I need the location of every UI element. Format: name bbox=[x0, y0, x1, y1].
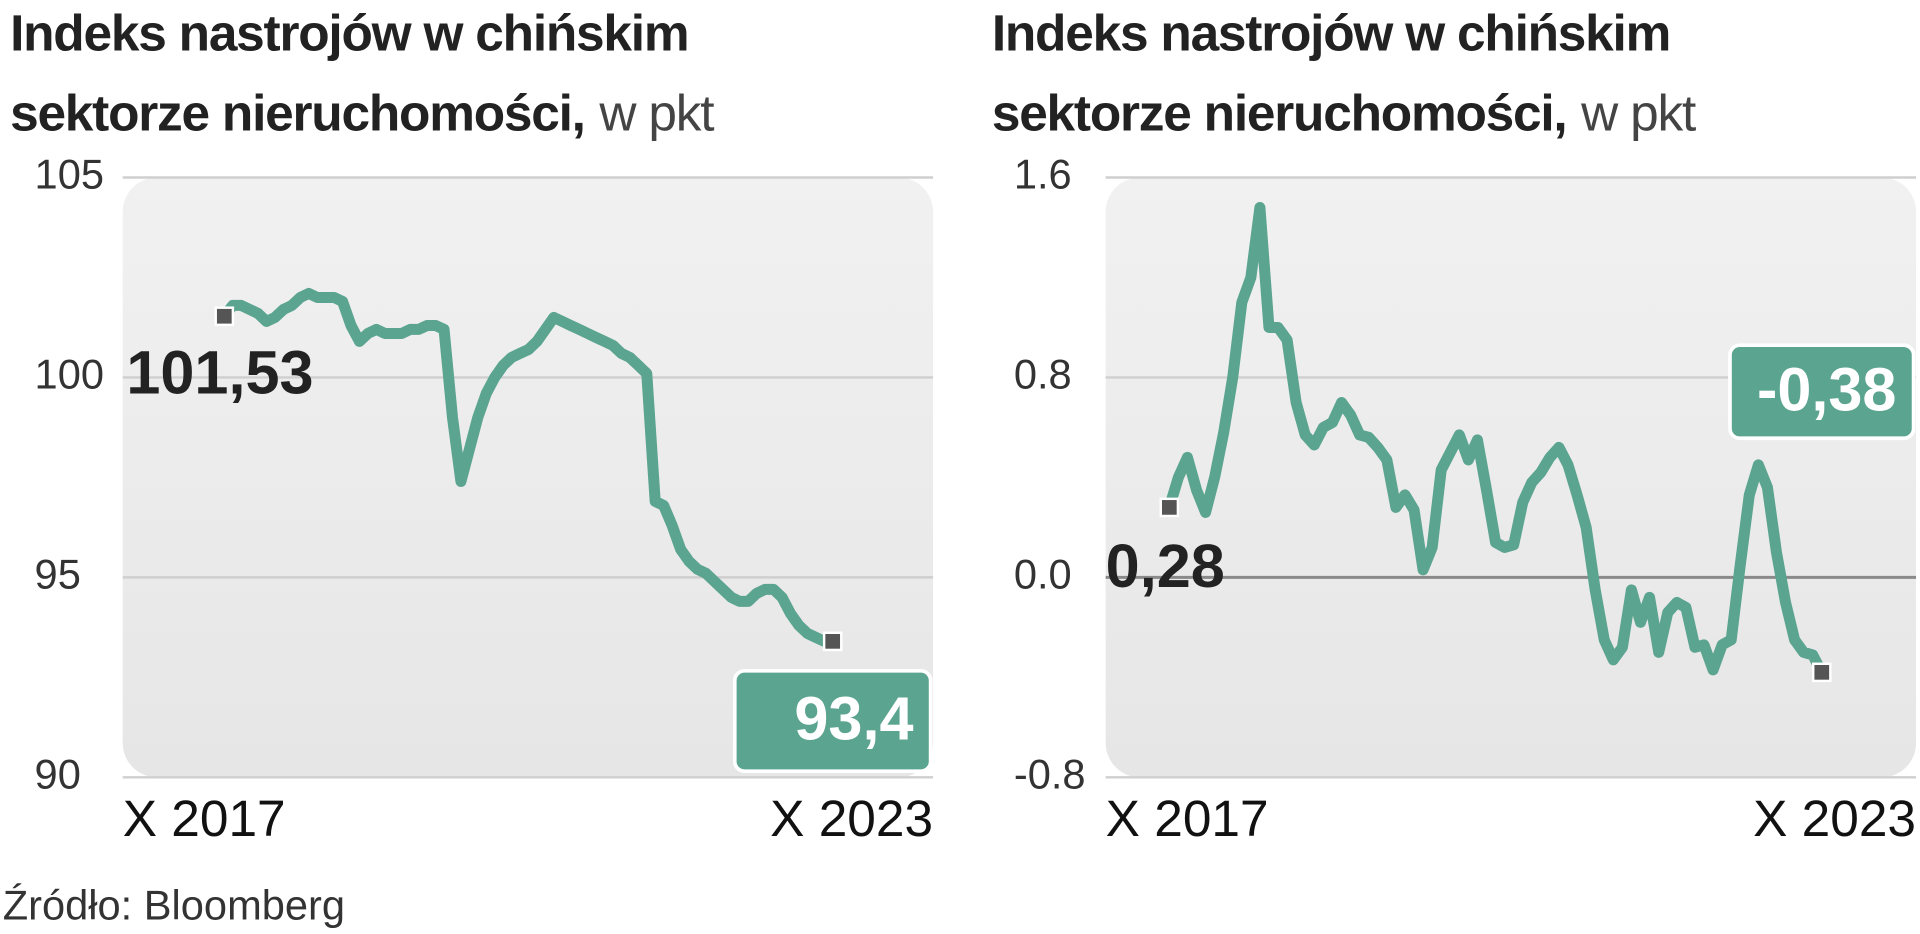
chart-title: sektorze nieruchomości, w pkt bbox=[992, 83, 1696, 141]
y-tick-label: 90 bbox=[35, 750, 81, 797]
value-label-box bbox=[732, 668, 933, 774]
value-label: -0,38 bbox=[1757, 355, 1896, 423]
value-label: 93,4 bbox=[794, 685, 913, 753]
chart-title: sektorze nieruchomości, w pkt bbox=[10, 83, 714, 141]
x-tick-label: X 2023 bbox=[770, 789, 933, 847]
value-label: 0,28 bbox=[1106, 532, 1225, 600]
plot-area bbox=[1105, 177, 1917, 778]
chart-title: Indeks nastrojów w chińskim bbox=[992, 3, 1670, 61]
endpoint-marker bbox=[1811, 662, 1832, 683]
y-tick-label: 0.8 bbox=[1014, 350, 1072, 397]
endpoint-marker bbox=[822, 631, 843, 652]
data-line bbox=[218, 287, 839, 647]
source: Źródło: Bloomberg bbox=[3, 881, 345, 928]
y-tick-label: 100 bbox=[35, 350, 104, 397]
endpoint-marker bbox=[214, 306, 235, 327]
y-tick-label: -0.8 bbox=[1014, 750, 1086, 797]
value-label: 101,53 bbox=[126, 339, 313, 407]
y-tick-label: 1.6 bbox=[1014, 150, 1072, 197]
chart-unit: w pkt bbox=[598, 83, 714, 141]
chart-title-line: sektorze nieruchomości, bbox=[992, 83, 1567, 141]
plot-area bbox=[122, 177, 934, 778]
chart-unit: w pkt bbox=[1580, 83, 1696, 141]
x-tick-label: X 2023 bbox=[1753, 789, 1916, 847]
data-line bbox=[1163, 201, 1828, 678]
x-tick-label: X 2017 bbox=[1106, 789, 1269, 847]
value-label-box bbox=[1728, 343, 1916, 441]
y-tick-label: 95 bbox=[35, 550, 81, 597]
y-tick-label: 105 bbox=[35, 150, 104, 197]
x-tick-label: X 2017 bbox=[123, 789, 286, 847]
chart-title-line: sektorze nieruchomości, bbox=[10, 83, 585, 141]
y-tick-label: 0.0 bbox=[1014, 550, 1072, 597]
chart-title: Indeks nastrojów w chińskim bbox=[10, 3, 688, 61]
endpoint-marker bbox=[1159, 497, 1180, 518]
